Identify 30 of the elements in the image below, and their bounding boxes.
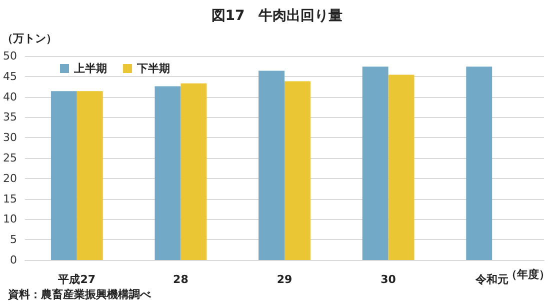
y-tick-label: 5 xyxy=(10,233,17,246)
bar xyxy=(284,81,310,260)
legend-label: 下半期 xyxy=(136,62,170,75)
x-tick-label: 令和元 xyxy=(474,273,509,286)
bar xyxy=(258,70,284,260)
y-tick-label: 20 xyxy=(3,172,17,185)
legend-label: 上半期 xyxy=(73,62,107,75)
bar xyxy=(154,86,181,260)
bar xyxy=(50,91,77,260)
bar xyxy=(466,66,492,260)
text: 資料：農畜産業振興機構調べ xyxy=(7,288,152,301)
y-tick-label: 30 xyxy=(3,131,17,144)
y-tick-label: 50 xyxy=(3,50,17,62)
y-tick-label: 45 xyxy=(3,70,17,83)
chart-title: 図17 牛肉出回り量 xyxy=(211,8,343,24)
x-tick-label: 28 xyxy=(173,273,188,286)
y-tick-label: 15 xyxy=(3,192,17,206)
x-tick-label: 平成27 xyxy=(57,273,96,286)
y-tick-label: 10 xyxy=(3,212,17,226)
x-tick-label: 30 xyxy=(380,273,396,286)
bar xyxy=(388,74,414,260)
bar xyxy=(180,83,207,260)
y-axis-title: （万トン） xyxy=(2,32,57,45)
bar xyxy=(76,91,103,260)
y-tick-label: 25 xyxy=(3,152,17,164)
y-tick-label: 35 xyxy=(3,110,17,124)
x-tick-label: 29 xyxy=(276,273,292,286)
y-tick-label: 40 xyxy=(3,90,17,104)
bar xyxy=(362,66,388,260)
y-tick-label: 0 xyxy=(10,254,17,266)
